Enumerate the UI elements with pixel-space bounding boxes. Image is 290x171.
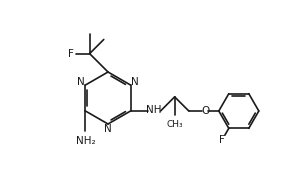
Text: F: F [219,135,225,144]
Text: N: N [131,77,139,87]
Text: N: N [77,77,85,87]
Text: F: F [68,49,74,59]
Text: CH₃: CH₃ [166,120,183,129]
Text: O: O [202,106,210,116]
Text: NH₂: NH₂ [76,136,95,146]
Text: N: N [104,124,112,135]
Text: NH: NH [146,105,161,115]
